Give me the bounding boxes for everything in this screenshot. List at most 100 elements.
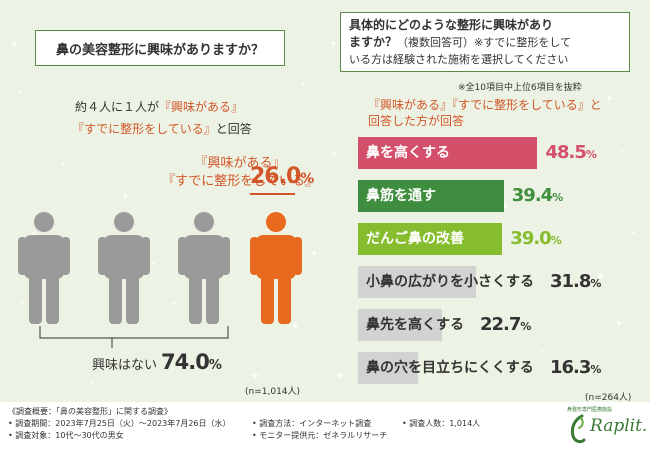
no-interest-bracket [39,326,229,339]
survey-period: • 調査期間：2023年7月25日（火）〜2023年7月26日（水） [8,419,231,428]
sparkle-icon: ✦ [18,89,24,96]
no-interest-value: 74.0 [161,350,210,374]
sparkle-icon: ✦ [10,39,19,50]
bar-value-number: 16.3 [550,357,591,378]
sparkle-icon: ✦ [90,379,96,386]
sparkle-icon: ✦ [300,79,307,88]
survey-provider: • モニター提供元：ゼネラルリサーチ [252,431,388,440]
sparkle-icon: ✦ [120,189,131,203]
bar [358,309,442,341]
intro-line-1: 約４人に１人が『興味がある』 [75,98,243,115]
logo-text: Raplit. [590,416,648,436]
survey-title: 《調査概要：「鼻の美容整形」に関する調査》 [8,407,172,416]
question-2-line-2: ますか？（複数回答可）※すでに整形をして [349,34,621,51]
bar-label: だんご鼻の改善 [366,231,464,247]
question-2-box: 具体的にどのような整形に興味があり ますか？（複数回答可）※すでに整形をして い… [340,12,630,72]
bar [358,352,419,384]
sparkle-icon: ✦ [540,349,546,356]
sparkle-icon: ✦ [30,229,39,240]
pct-symbol: % [520,320,531,333]
bar-value: 39.4% [511,180,563,214]
pct-symbol: % [552,191,563,204]
sparkle-icon: ✦ [310,249,319,260]
bar-value-number: 39.4 [511,185,553,206]
bar-value-number: 39.0 [510,228,551,249]
pct-symbol: % [300,171,314,187]
sparkle-icon: ✦ [500,199,511,213]
footer: 《調査概要：「鼻の美容整形」に関する調査》 • 調査期間：2023年7月25日（… [0,402,650,450]
bar [358,223,503,255]
sparkle-icon: ✦ [20,299,26,306]
person-icon [250,212,302,324]
selection-note: ※全10項目中上位6項目を抜粋 [458,83,582,93]
question-1-text: 鼻の美容整形に興味がありますか？ [55,42,264,58]
question-1-box: 鼻の美容整形に興味がありますか？ [35,30,285,66]
callout-line-1: 『興味がある』 [194,156,286,171]
sparkle-icon: ✦ [150,259,157,268]
bar-value: 22.7% [480,309,531,343]
question-2-sub: （複数回答可）※すでに整形をして [397,36,572,49]
pct-symbol: % [550,234,562,247]
intro-suffix: と回答 [215,122,252,136]
no-interest-label: 興味はない [92,358,158,373]
person-icon [178,212,230,324]
chart-caption-2: 回答した方が回答 [368,114,465,128]
interested-percentage: 26.0% [250,164,314,189]
bar-value-number: 22.7 [480,314,521,335]
bar-value: 39.0% [510,223,562,257]
interested-value: 26.0 [250,164,301,189]
bar-value: 31.8% [550,266,601,300]
sample-size-left: (n=1,014人) [245,387,301,397]
sparkle-icon: ✦ [605,94,614,105]
survey-target: • 調査対象：10代〜30代の男女 [8,431,124,440]
bar-label: 鼻筋を通す [366,188,436,204]
bar-label: 小鼻の広がりを小さくする [366,274,534,290]
sparkle-icon: ✦ [595,269,606,283]
chart-caption-1: 『興味がある』『すでに整形をしている』と [368,98,602,112]
pct-symbol: % [585,148,597,161]
sparkle-icon: ✦ [335,369,346,383]
callout-line-2: 『すでに整形をしている』 [162,174,318,189]
sparkle-icon: ✦ [250,369,261,383]
sparkle-icon: ✦ [200,109,206,116]
pct-symbol: % [590,363,601,376]
bar-value-number: 31.8 [550,271,591,292]
survey-method: • 調査方法：インターネット調査 [252,419,372,428]
intro-quote-2: 『すでに整形をしている』 [72,122,216,136]
bar [358,137,538,169]
person-icon [18,212,70,324]
sparkle-icon: ✦ [170,299,177,308]
sparkle-icon: ✦ [330,149,339,160]
bar-label: 鼻の穴を目立ちにくくする [366,360,534,376]
pct-symbol: % [208,358,222,373]
no-interest-percentage: 74.0% [161,350,222,374]
bar-label: 鼻を高くする [366,145,450,161]
raplit-logo-icon [570,414,586,444]
intro-prefix: 約４人に１人が [75,100,160,114]
sparkle-icon: ✦ [630,229,637,238]
person-icon [98,212,150,324]
logo-tagline: 鼻整形専門医療施設 [567,407,613,413]
sparkle-icon: ✦ [60,159,67,168]
bar-value: 48.5% [545,137,597,171]
pct-symbol: % [590,277,601,290]
intro-line-2: 『すでに整形をしている』と回答 [72,120,252,137]
intro-quote-1: 『興味がある』 [159,100,244,114]
question-2-line-3: いる方は経験された施術を選択してください [349,53,569,66]
question-2-bold: ますか？ [349,35,398,49]
question-2-line-1: 具体的にどのような整形に興味があり [349,18,554,32]
bar [358,180,504,212]
bar-value-number: 48.5 [545,142,586,163]
bar-label: 鼻先を高くする [366,317,464,333]
survey-count: • 調査人数：1,014人 [402,419,481,428]
bar-value: 16.3% [550,352,601,386]
sparkle-icon: ✦ [290,319,301,333]
sample-size-right: (n=264人) [585,393,632,403]
bar [358,266,476,298]
sparkle-icon: ✦ [615,319,624,330]
sparkle-icon: ✦ [330,39,337,48]
no-interest-row: 興味はない 74.0% [92,350,222,374]
sparkle-icon: ✦ [620,149,626,156]
percentage-underline [250,193,295,195]
